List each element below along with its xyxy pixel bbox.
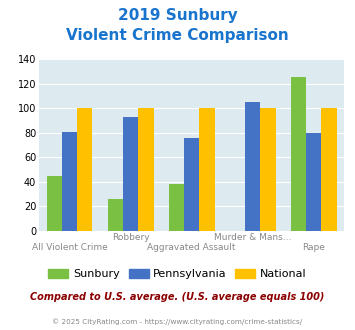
- Bar: [77, 109, 92, 231]
- Legend: Sunbury, Pennsylvania, National: Sunbury, Pennsylvania, National: [44, 265, 311, 284]
- Text: Robbery: Robbery: [112, 233, 149, 242]
- Text: Aggravated Assault: Aggravated Assault: [147, 243, 236, 251]
- Text: Compared to U.S. average. (U.S. average equals 100): Compared to U.S. average. (U.S. average …: [30, 292, 325, 302]
- Text: 2019 Sunbury: 2019 Sunbury: [118, 8, 237, 23]
- Bar: [62, 132, 77, 231]
- Bar: [184, 138, 200, 231]
- Bar: [108, 199, 123, 231]
- Bar: [245, 102, 261, 231]
- Bar: [169, 184, 184, 231]
- Text: Violent Crime Comparison: Violent Crime Comparison: [66, 28, 289, 43]
- Text: Murder & Mans...: Murder & Mans...: [214, 233, 291, 242]
- Bar: [200, 109, 214, 231]
- Bar: [138, 109, 153, 231]
- Bar: [47, 176, 62, 231]
- Bar: [322, 109, 337, 231]
- Bar: [291, 77, 306, 231]
- Bar: [306, 133, 322, 231]
- Text: All Violent Crime: All Violent Crime: [32, 243, 108, 251]
- Bar: [261, 109, 275, 231]
- Bar: [123, 117, 138, 231]
- Text: © 2025 CityRating.com - https://www.cityrating.com/crime-statistics/: © 2025 CityRating.com - https://www.city…: [53, 318, 302, 325]
- Text: Rape: Rape: [302, 243, 325, 251]
